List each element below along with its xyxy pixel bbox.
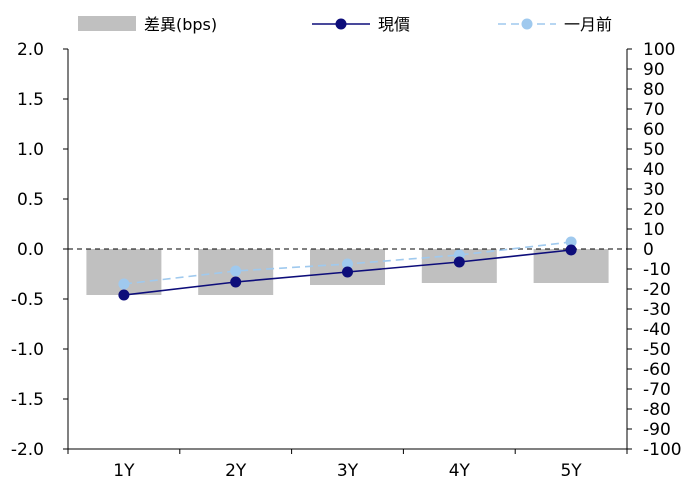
right-tick-label: 80 — [643, 80, 665, 100]
x-tick-label: 5Y — [560, 461, 582, 481]
right-tick-label: 90 — [643, 60, 665, 80]
legend-label: 一月前 — [564, 15, 612, 34]
right-tick-label: 0 — [643, 240, 654, 260]
left-tick-label: 1.0 — [17, 140, 44, 160]
left-tick-label: -1.0 — [11, 340, 44, 360]
left-tick-label: 1.5 — [17, 90, 44, 110]
series-point-4Y — [453, 256, 465, 268]
legend-label: 現價 — [378, 15, 410, 34]
line-series — [118, 236, 577, 301]
right-tick-label: -70 — [643, 380, 671, 400]
right-tick-label: 70 — [643, 100, 665, 120]
legend-swatch-bar — [78, 16, 136, 31]
right-tick-label: -30 — [643, 300, 671, 320]
left-tick-label: 0.0 — [17, 240, 44, 260]
x-tick-label: 1Y — [113, 461, 135, 481]
series-point-2Y — [230, 276, 242, 288]
tick-labels: 2.01.51.00.50.0-0.5-1.0-1.5-2.0100908070… — [11, 40, 682, 481]
x-tick-label: 3Y — [337, 461, 359, 481]
series-point-2Y — [230, 265, 242, 277]
left-tick-label: -1.5 — [11, 390, 44, 410]
bar-series — [86, 249, 609, 295]
right-tick-label: -90 — [643, 420, 671, 440]
legend-swatch-marker — [335, 18, 347, 30]
right-tick-label: -100 — [643, 440, 682, 460]
left-tick-label: -2.0 — [11, 440, 44, 460]
legend-swatch-marker — [521, 18, 533, 30]
series-point-5Y — [565, 244, 577, 256]
legend-label: 差異(bps) — [144, 15, 217, 34]
series-point-5Y — [565, 236, 577, 248]
series-point-1Y — [118, 278, 130, 290]
right-tick-label: 100 — [643, 40, 675, 60]
right-tick-label: 10 — [643, 220, 665, 240]
left-tick-label: -0.5 — [11, 290, 44, 310]
series-point-3Y — [342, 266, 353, 278]
right-tick-label: 50 — [643, 140, 665, 160]
right-tick-label: 30 — [643, 180, 665, 200]
right-tick-label: -50 — [643, 340, 671, 360]
right-tick-label: 20 — [643, 200, 665, 220]
right-tick-label: -10 — [643, 260, 671, 280]
right-tick-label: 60 — [643, 120, 665, 140]
axes — [63, 48, 632, 454]
left-tick-label: 2.0 — [17, 40, 44, 60]
right-tick-label: -20 — [643, 280, 671, 300]
right-tick-label: -60 — [643, 360, 671, 380]
right-tick-label: -80 — [643, 400, 671, 420]
x-tick-label: 2Y — [225, 461, 247, 481]
series-point-1Y — [118, 289, 130, 301]
right-tick-label: -40 — [643, 320, 671, 340]
right-tick-label: 40 — [643, 160, 665, 180]
left-tick-label: 0.5 — [17, 190, 44, 210]
series-point-3Y — [342, 258, 353, 270]
x-tick-label: 4Y — [449, 461, 471, 481]
legend: 差異(bps) 現價 一月前 — [78, 15, 612, 34]
